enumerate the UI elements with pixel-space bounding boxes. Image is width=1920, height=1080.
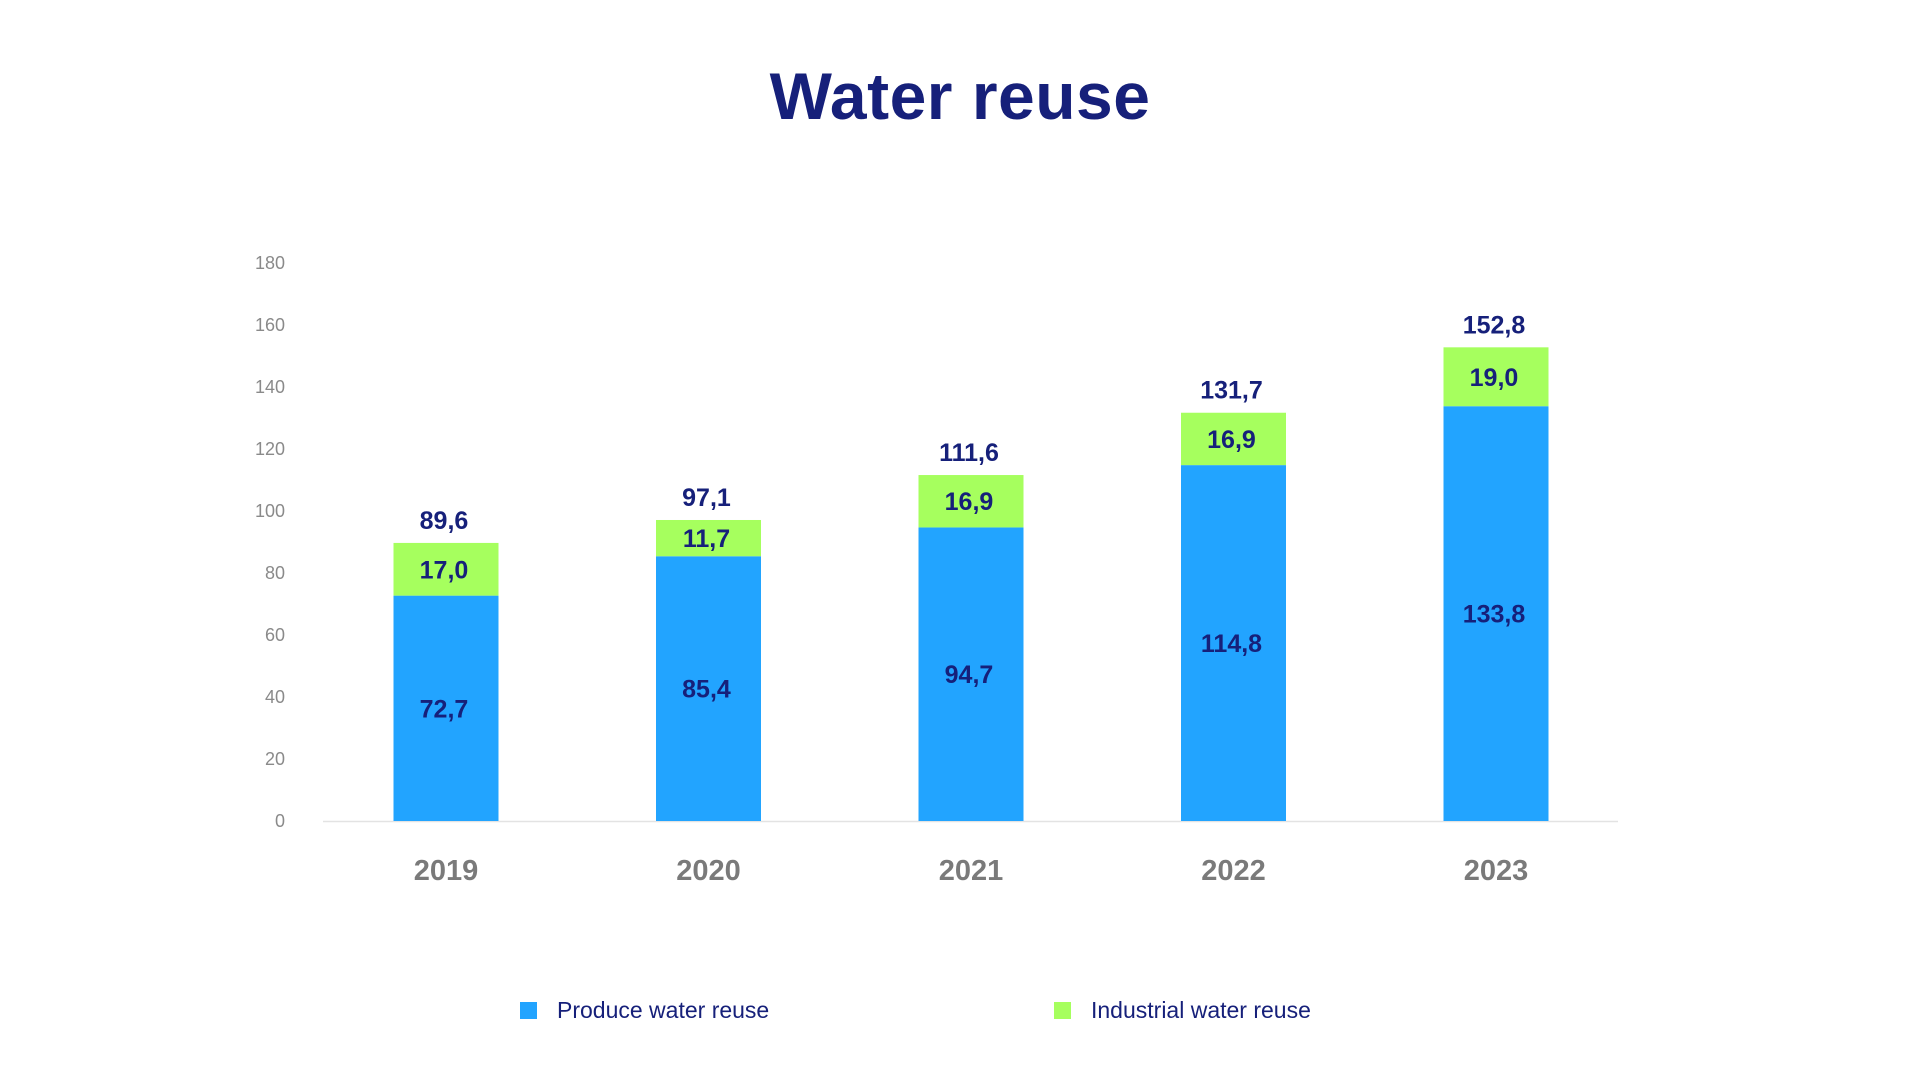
legend-item-industrial-water-reuse: Industrial water reuse xyxy=(1054,990,1311,1030)
x-tick-label-2019: 2019 xyxy=(414,855,479,887)
bar-produce-water-reuse-2023 xyxy=(1443,406,1549,821)
bar-produce-water-reuse-2019 xyxy=(393,595,499,821)
x-tick-label-2022: 2022 xyxy=(1201,855,1266,887)
y-tick-label-140: 140 xyxy=(255,377,285,397)
legend: Produce water reuse Industrial water reu… xyxy=(0,990,1920,1030)
bar-industrial-water-reuse-2021 xyxy=(918,475,1024,528)
y-tick-label-160: 160 xyxy=(255,315,285,335)
legend-item-produce-water-reuse: Produce water reuse xyxy=(520,990,769,1030)
data-label-produce-water-reuse-2022: 114,8 xyxy=(1201,630,1262,658)
data-label-produce-water-reuse-2020: 85,4 xyxy=(682,676,731,704)
chart-title: Water reuse xyxy=(769,59,1151,133)
bar-produce-water-reuse-2022 xyxy=(1181,465,1286,821)
x-tick-label-2023: 2023 xyxy=(1464,855,1529,887)
data-label-produce-water-reuse-2021: 94,7 xyxy=(945,661,994,689)
bar-produce-water-reuse-2021 xyxy=(918,527,1024,821)
y-tick-label-80: 80 xyxy=(265,563,285,583)
data-label-industrial-water-reuse-2020: 11,7 xyxy=(683,525,730,553)
total-label-2019: 89,6 xyxy=(420,507,469,535)
x-axis: 2019 2020 2021 2022 2023 xyxy=(414,855,1529,887)
total-label-2020: 97,1 xyxy=(682,484,731,512)
data-label-produce-water-reuse-2019: 72,7 xyxy=(420,695,469,723)
y-tick-label-180: 180 xyxy=(255,253,285,273)
legend-label-produce-water-reuse: Produce water reuse xyxy=(557,996,770,1023)
total-label-2022: 131,7 xyxy=(1200,377,1263,405)
data-label-industrial-water-reuse-2019: 17,0 xyxy=(420,556,469,584)
bar-industrial-water-reuse-2019 xyxy=(393,542,499,596)
data-label-industrial-water-reuse-2023: 19,0 xyxy=(1470,364,1519,392)
bar-group: 72,7 17,0 89,6 85,4 11,7 97,1 94,7 16,9 111,6 114… xyxy=(393,311,1549,821)
y-tick-label-0: 0 xyxy=(275,811,285,831)
legend-label-industrial-water-reuse: Industrial water reuse xyxy=(1091,996,1311,1023)
x-tick-label-2021: 2021 xyxy=(939,855,1004,887)
data-label-produce-water-reuse-2023: 133,8 xyxy=(1463,601,1526,629)
data-label-industrial-water-reuse-2022: 16,9 xyxy=(1207,426,1256,454)
y-tick-label-40: 40 xyxy=(265,687,285,707)
total-label-2021: 111,6 xyxy=(939,439,999,467)
y-axis: 0 20 40 60 80 100 120 140 160 180 xyxy=(255,253,285,831)
y-tick-label-60: 60 xyxy=(265,625,285,645)
y-tick-label-120: 120 xyxy=(255,439,285,459)
bar-industrial-water-reuse-2023 xyxy=(1443,347,1549,407)
total-label-2023: 152,8 xyxy=(1463,311,1526,339)
y-tick-label-100: 100 xyxy=(255,501,285,521)
x-tick-label-2020: 2020 xyxy=(676,855,741,887)
y-tick-label-20: 20 xyxy=(265,749,285,769)
bar-industrial-water-reuse-2022 xyxy=(1181,412,1286,466)
legend-swatch-industrial-water-reuse xyxy=(1054,1001,1071,1019)
bar-industrial-water-reuse-2020 xyxy=(656,519,761,557)
bar-produce-water-reuse-2020 xyxy=(656,556,761,821)
data-label-industrial-water-reuse-2021: 16,9 xyxy=(945,488,994,516)
legend-swatch-produce-water-reuse xyxy=(520,1001,537,1019)
